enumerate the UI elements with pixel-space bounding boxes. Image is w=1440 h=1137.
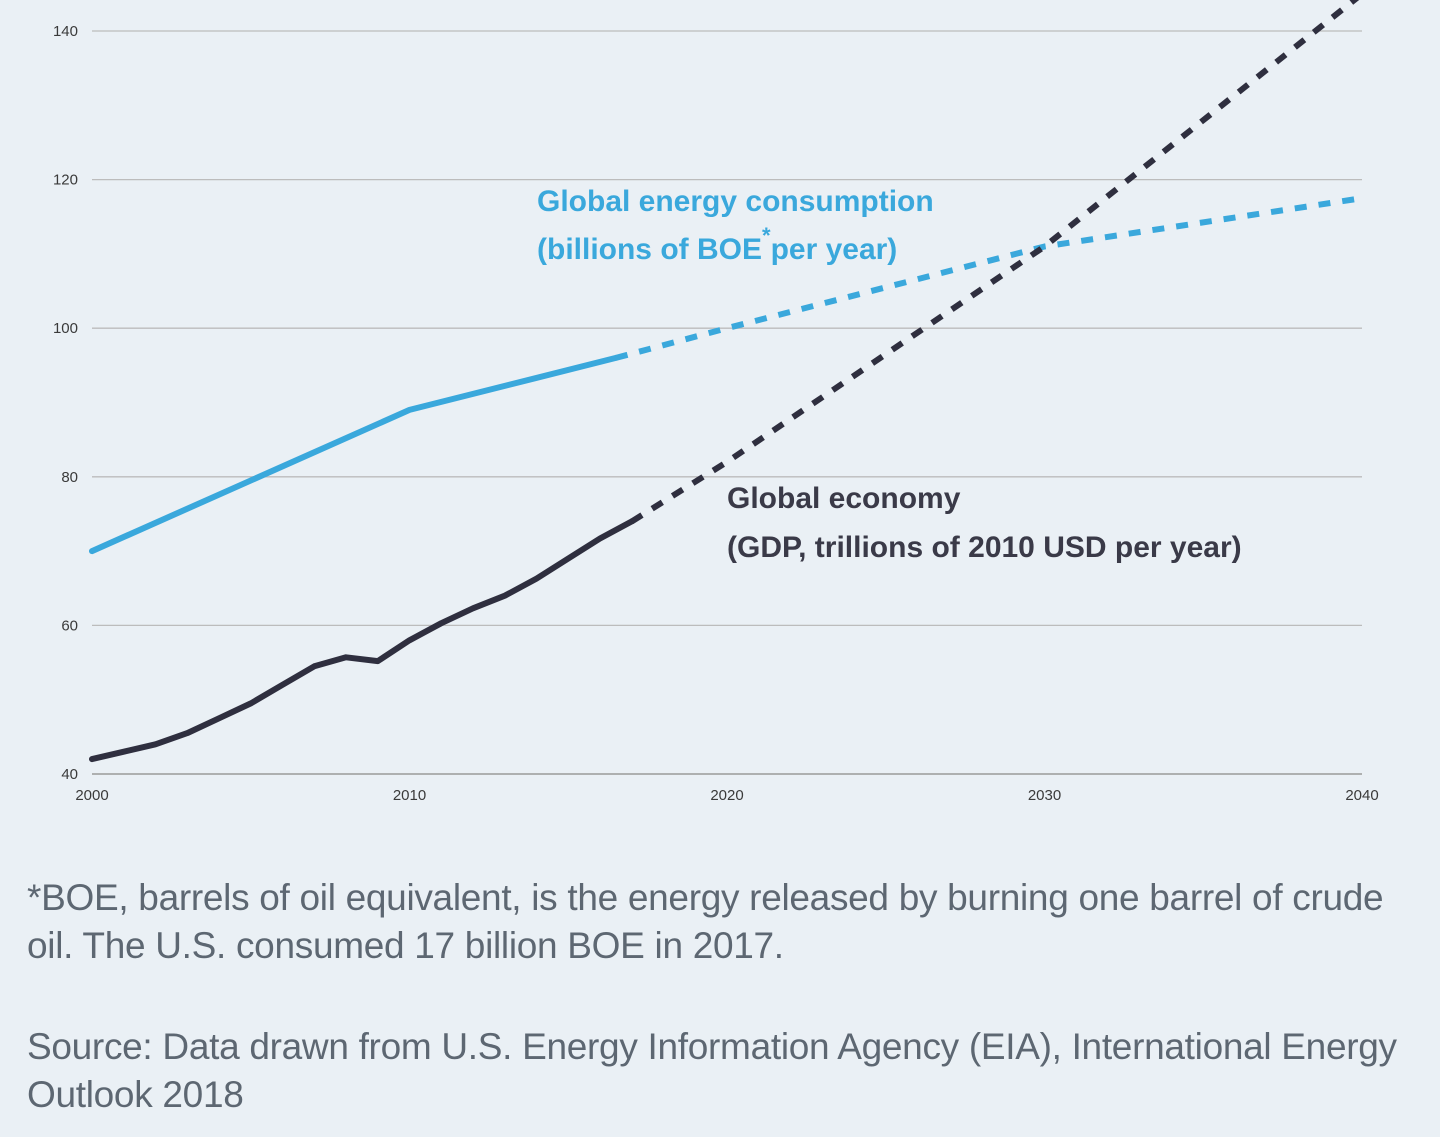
energy-historical-line	[89, 354, 619, 555]
energy-label-line2: (billions of BOE*per year)	[537, 223, 897, 266]
y-tick-label-80: 80	[61, 469, 78, 486]
y-tick-label-120: 120	[53, 172, 78, 189]
energy-projected-line	[615, 195, 1363, 361]
energy-label-line2b: per year)	[771, 233, 898, 266]
source-note: Source: Data drawn from U.S. Energy Info…	[27, 1026, 1397, 1115]
gdp-projected-line	[630, 0, 1360, 524]
y-tick-label-100: 100	[53, 320, 78, 337]
energy-label-asterisk: *	[762, 223, 771, 248]
x-tick-label-2020: 2020	[710, 787, 743, 804]
grid	[92, 30, 1362, 775]
y-tick-label-60: 60	[61, 617, 78, 634]
y-tick-label-140: 140	[53, 23, 78, 40]
footnote: *BOE, barrels of oil equivalent, is the …	[27, 877, 1384, 966]
energy-label-line2a: (billions of BOE	[537, 233, 762, 266]
x-tick-label-2040: 2040	[1345, 787, 1378, 804]
series-group	[89, 0, 1363, 763]
gdp-label-line1: Global economy	[727, 482, 961, 515]
line-chart: 40 60 80 100 120 140 2000 2010 2020 2030 2040 Glo…	[53, 0, 1379, 804]
energy-label-line1: Global energy consumption	[537, 185, 934, 218]
y-axis-ticks: 40 60 80 100 120 140	[53, 23, 78, 783]
gdp-label-line2: (GDP, trillions of 2010 USD per year)	[727, 531, 1242, 564]
x-tick-label-2030: 2030	[1028, 787, 1061, 804]
y-tick-label-40: 40	[61, 766, 78, 783]
gdp-historical-line	[89, 518, 635, 763]
x-tick-label-2000: 2000	[75, 787, 108, 804]
x-tick-label-2010: 2010	[393, 787, 426, 804]
x-axis-ticks: 2000 2010 2020 2030 2040	[75, 787, 1378, 804]
